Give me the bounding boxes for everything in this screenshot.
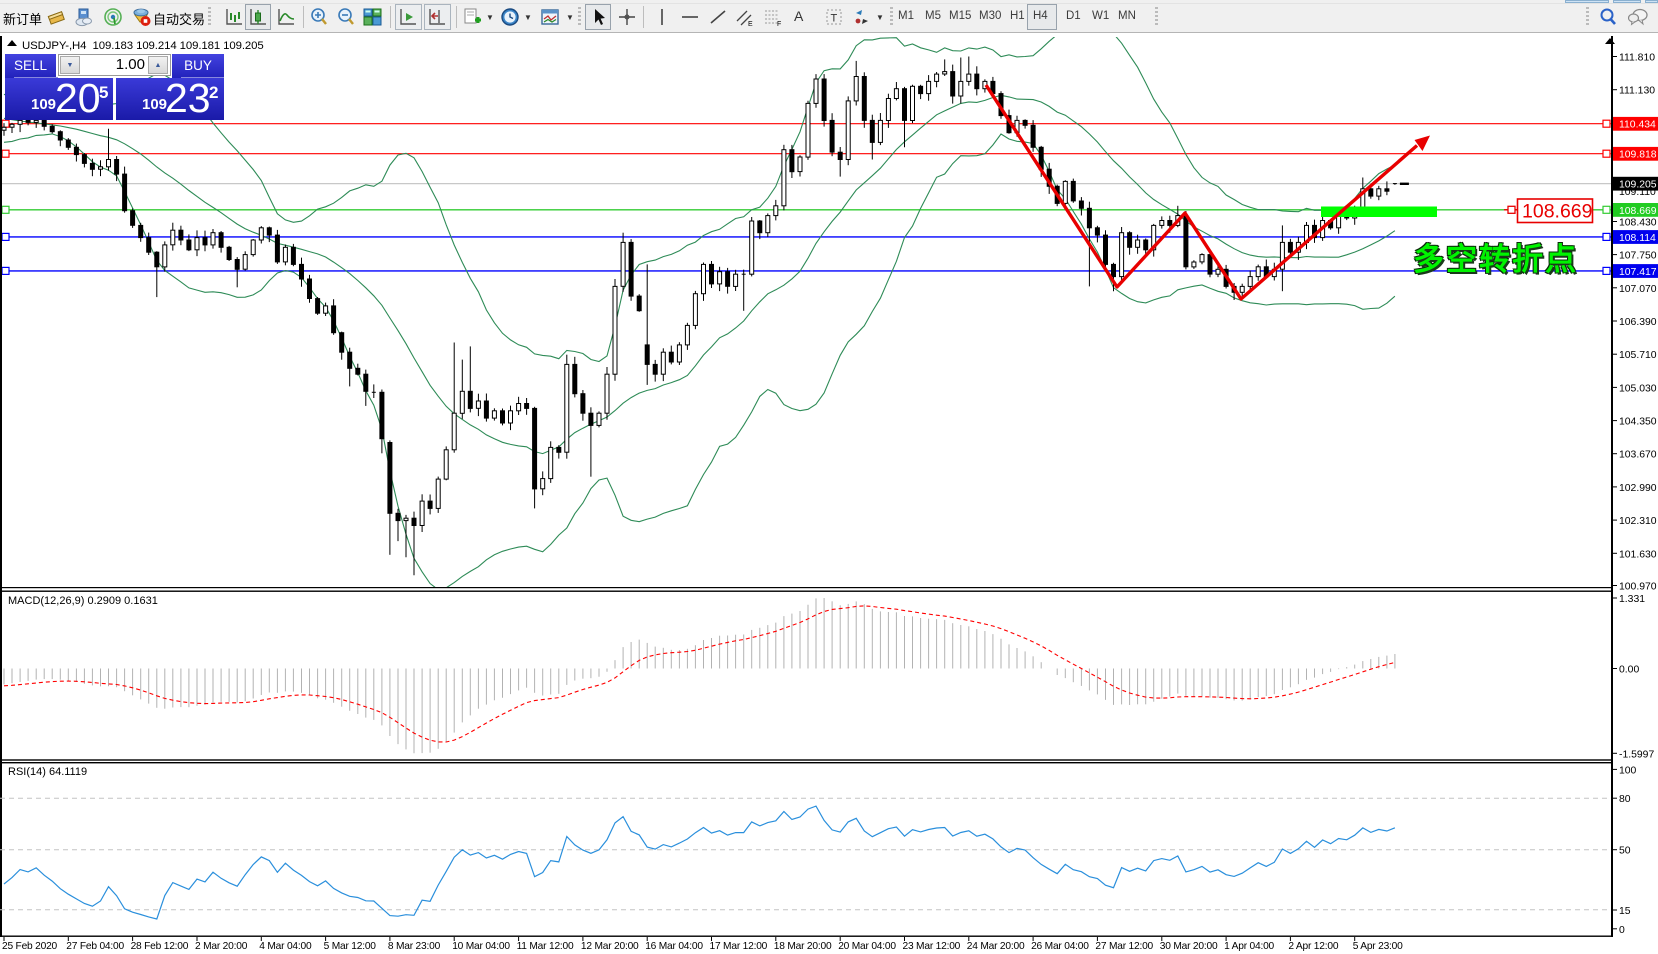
svg-text:106.390: 106.390 bbox=[1619, 317, 1657, 328]
svg-text:111.130: 111.130 bbox=[1619, 86, 1655, 97]
svg-text:109.205: 109.205 bbox=[1619, 180, 1657, 191]
svg-text:108.669: 108.669 bbox=[1619, 206, 1657, 217]
svg-text:100: 100 bbox=[1619, 765, 1637, 776]
svg-text:111.810: 111.810 bbox=[1619, 53, 1655, 64]
svg-text:24 Mar 20:00: 24 Mar 20:00 bbox=[967, 941, 1025, 952]
svg-text:103.670: 103.670 bbox=[1619, 450, 1657, 461]
svg-text:5 Mar 12:00: 5 Mar 12:00 bbox=[324, 941, 377, 952]
svg-text:0: 0 bbox=[1619, 925, 1625, 936]
svg-text:5 Apr 23:00: 5 Apr 23:00 bbox=[1353, 941, 1403, 952]
svg-text:104.350: 104.350 bbox=[1619, 417, 1657, 428]
svg-text:18 Mar 20:00: 18 Mar 20:00 bbox=[774, 941, 832, 952]
svg-text:30 Mar 20:00: 30 Mar 20:00 bbox=[1160, 941, 1218, 952]
svg-text:108.430: 108.430 bbox=[1619, 218, 1657, 229]
svg-text:100.970: 100.970 bbox=[1619, 582, 1657, 593]
svg-text:17 Mar 12:00: 17 Mar 12:00 bbox=[710, 941, 768, 952]
svg-text:1.331: 1.331 bbox=[1619, 594, 1645, 605]
svg-text:108.669: 108.669 bbox=[1522, 201, 1593, 223]
svg-text:0.00: 0.00 bbox=[1619, 665, 1639, 676]
svg-text:109.818: 109.818 bbox=[1619, 150, 1657, 161]
svg-text:12 Mar 20:00: 12 Mar 20:00 bbox=[581, 941, 639, 952]
svg-text:1 Apr 04:00: 1 Apr 04:00 bbox=[1224, 941, 1274, 952]
svg-text:105.030: 105.030 bbox=[1619, 383, 1657, 394]
svg-text:2 Apr 12:00: 2 Apr 12:00 bbox=[1288, 941, 1338, 952]
svg-text:101.630: 101.630 bbox=[1619, 549, 1657, 560]
svg-text:102.310: 102.310 bbox=[1619, 516, 1657, 527]
svg-text:11 Mar 12:00: 11 Mar 12:00 bbox=[517, 941, 574, 952]
svg-text:2 Mar 20:00: 2 Mar 20:00 bbox=[195, 941, 248, 952]
svg-text:26 Mar 04:00: 26 Mar 04:00 bbox=[1031, 941, 1089, 952]
svg-text:108.114: 108.114 bbox=[1619, 233, 1656, 244]
svg-text:80: 80 bbox=[1619, 794, 1631, 805]
svg-text:25 Feb 2020: 25 Feb 2020 bbox=[2, 941, 58, 952]
svg-text:4 Mar 04:00: 4 Mar 04:00 bbox=[259, 941, 312, 952]
svg-text:110.434: 110.434 bbox=[1619, 120, 1656, 131]
svg-text:T: T bbox=[831, 13, 838, 25]
svg-text:8 Mar 23:00: 8 Mar 23:00 bbox=[388, 941, 441, 952]
svg-text:50: 50 bbox=[1619, 846, 1631, 857]
svg-text:RSI(14) 64.1119: RSI(14) 64.1119 bbox=[8, 766, 87, 778]
svg-text:102.990: 102.990 bbox=[1619, 483, 1657, 494]
svg-text:109.110: 109.110 bbox=[1619, 187, 1656, 198]
svg-text:E: E bbox=[748, 21, 753, 27]
svg-text:-1.5997: -1.5997 bbox=[1619, 749, 1654, 760]
svg-text:23 Mar 12:00: 23 Mar 12:00 bbox=[903, 941, 961, 952]
svg-text:27 Feb 04:00: 27 Feb 04:00 bbox=[66, 941, 124, 952]
svg-text:20 Mar 04:00: 20 Mar 04:00 bbox=[838, 941, 896, 952]
svg-text:27 Mar 12:00: 27 Mar 12:00 bbox=[1095, 941, 1153, 952]
svg-text:10 Mar 04:00: 10 Mar 04:00 bbox=[452, 941, 510, 952]
svg-text:107.417: 107.417 bbox=[1619, 267, 1657, 278]
svg-text:105.710: 105.710 bbox=[1619, 350, 1657, 361]
svg-text:28 Feb 12:00: 28 Feb 12:00 bbox=[131, 941, 189, 952]
svg-text:USDJPY-,H4 109.183 109.214 10: USDJPY-,H4 109.183 109.214 109.181 109.2… bbox=[22, 40, 264, 52]
svg-text:16 Mar 04:00: 16 Mar 04:00 bbox=[645, 941, 703, 952]
svg-text:F: F bbox=[777, 21, 781, 27]
svg-text:15: 15 bbox=[1619, 906, 1631, 917]
svg-text:107.070: 107.070 bbox=[1619, 284, 1657, 295]
svg-text:MACD(12,26,9) 0.2909 0.1631: MACD(12,26,9) 0.2909 0.1631 bbox=[8, 595, 158, 607]
svg-text:107.750: 107.750 bbox=[1619, 251, 1657, 262]
